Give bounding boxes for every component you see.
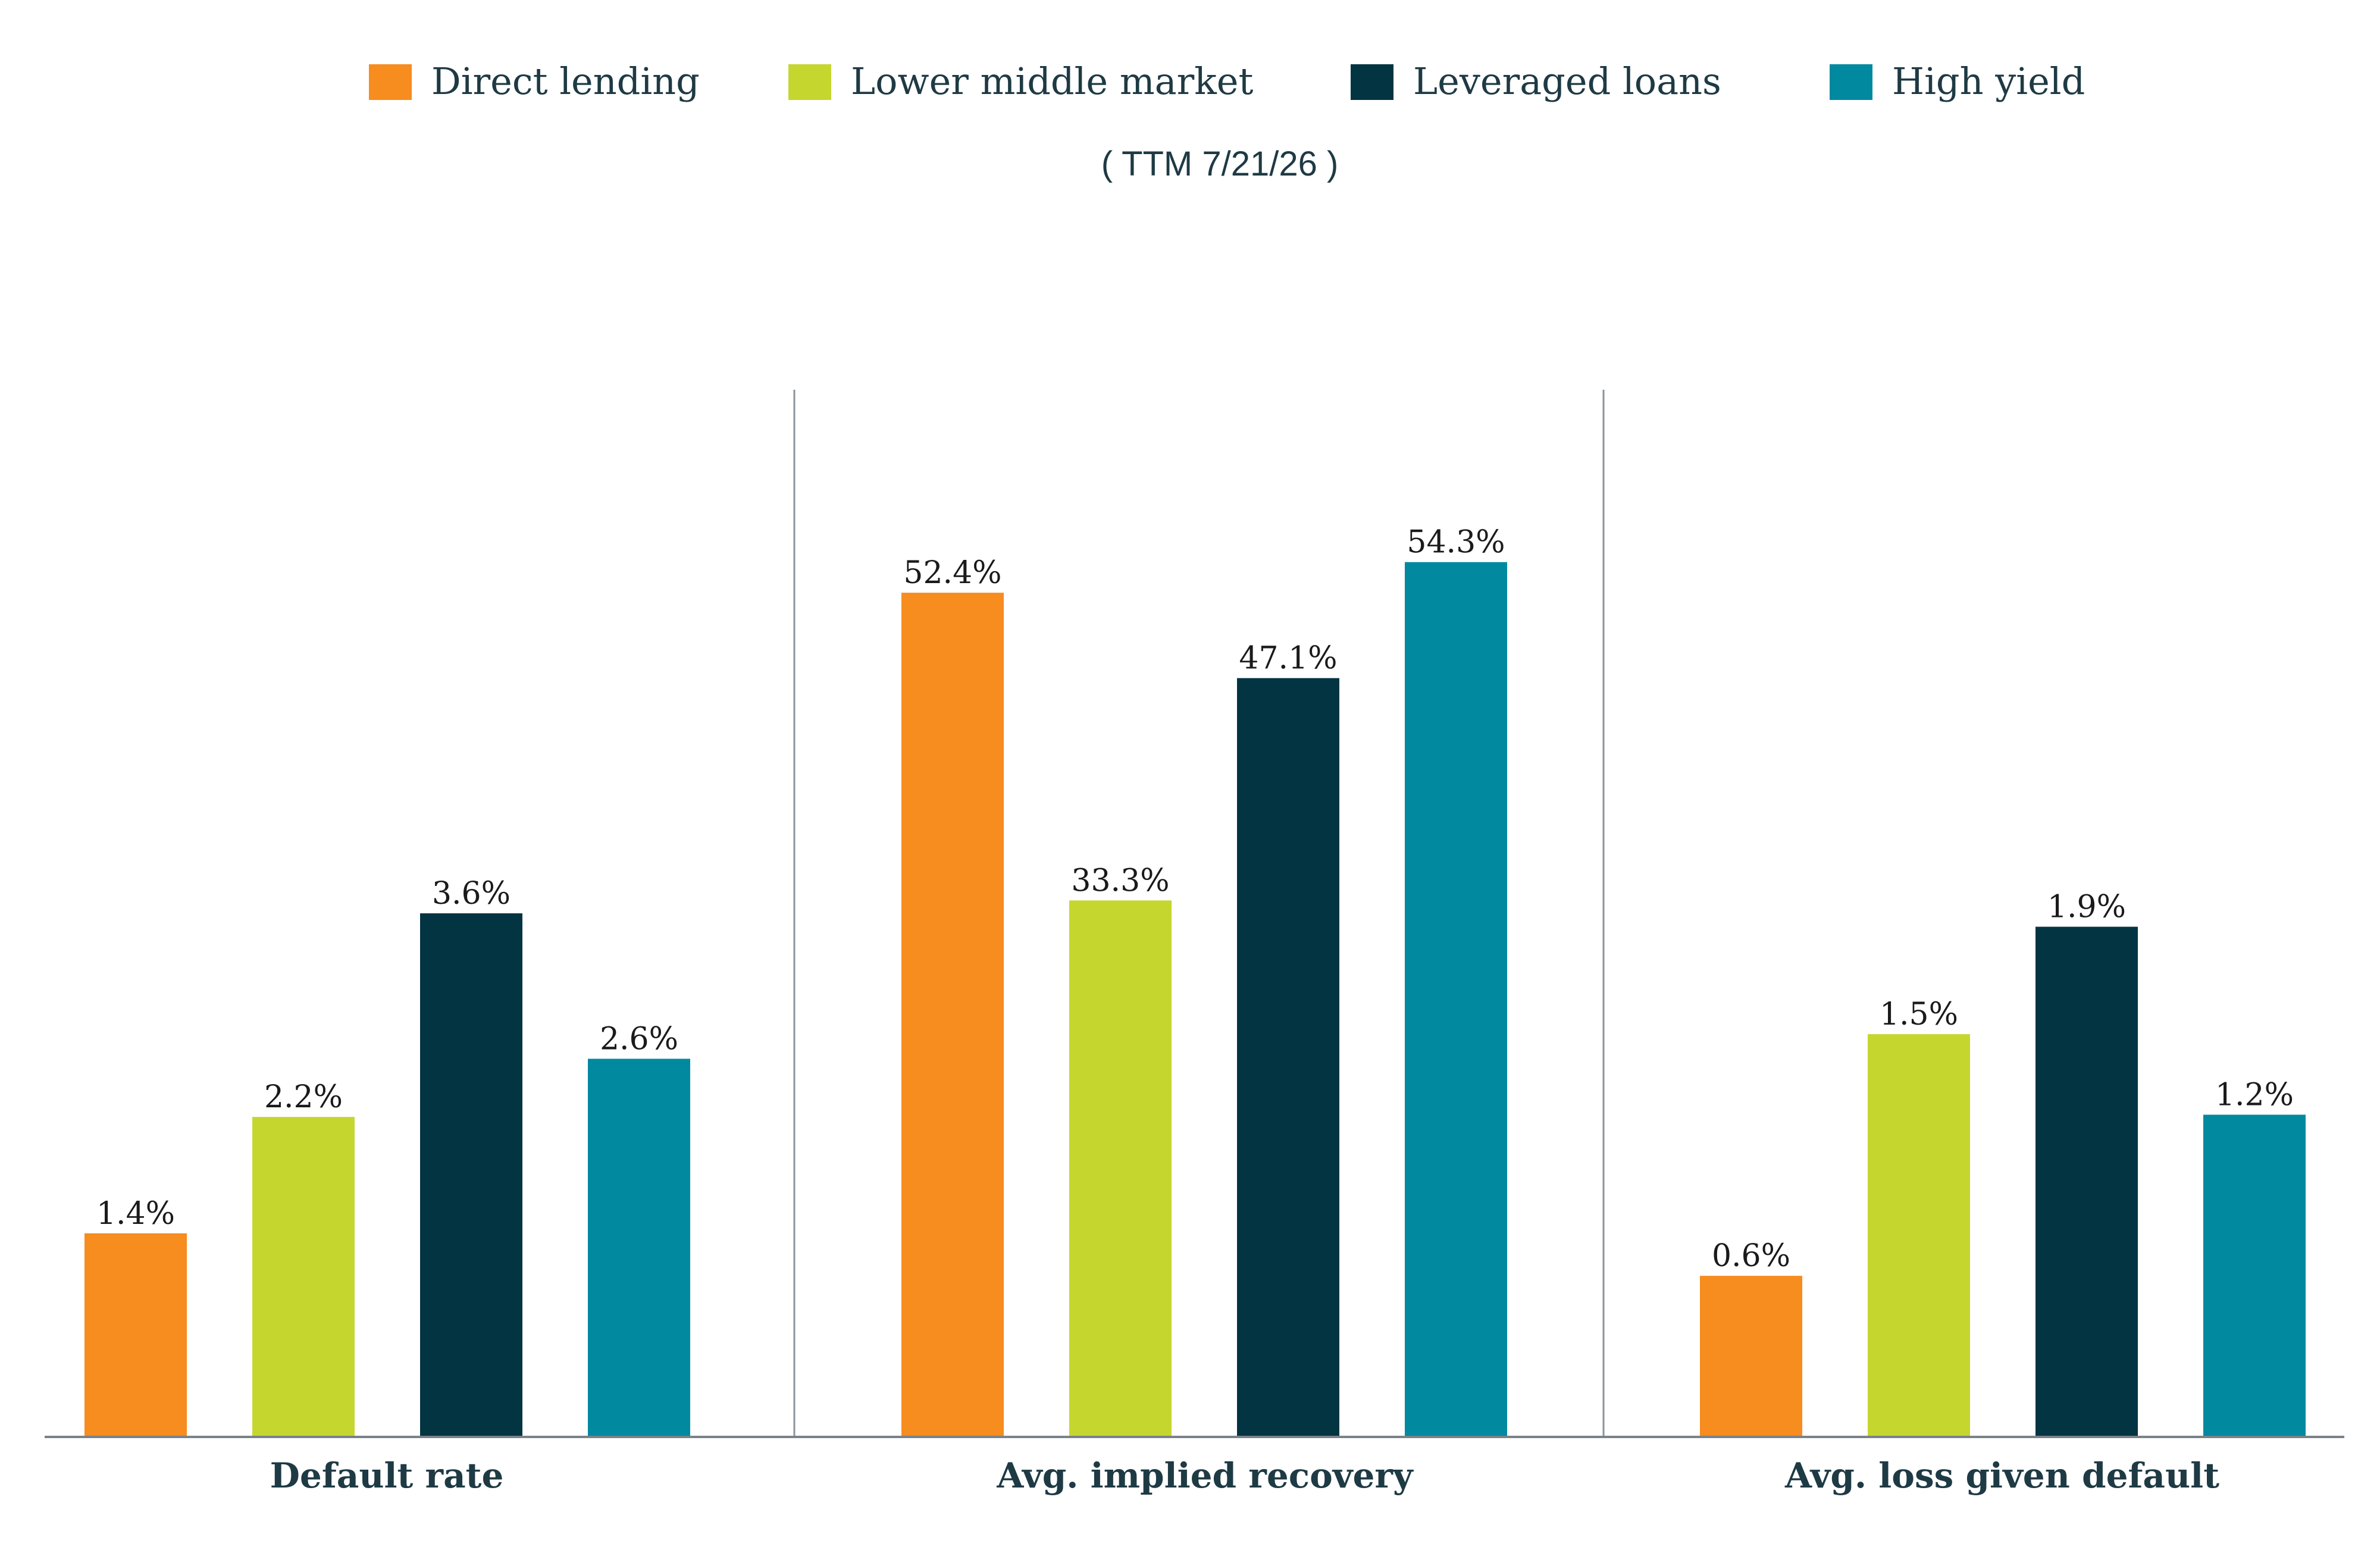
bar-default-rate-lower-middle-market [252, 1117, 355, 1437]
bar-default-rate-leveraged-loans [420, 913, 522, 1437]
bar-avg-loss-given-default-direct-lending [1700, 1276, 1802, 1437]
bar-avg-loss-given-default-leveraged-loans [2035, 926, 2138, 1437]
data-label-avg-implied-recovery-high-yield: 54.3% [1407, 525, 1505, 560]
data-label-avg-implied-recovery-lower-middle-market: 33.3% [1071, 863, 1169, 898]
legend-swatch-direct-lending [369, 64, 412, 100]
data-label-avg-implied-recovery-leveraged-loans: 47.1% [1239, 641, 1337, 677]
legend-label-high-yield: High yield [1892, 60, 2085, 103]
bar-avg-loss-given-default-high-yield [2203, 1114, 2306, 1437]
bar-default-rate-direct-lending [84, 1233, 187, 1437]
bar-avg-loss-given-default-lower-middle-market [1868, 1034, 1970, 1437]
legend-label-direct-lending: Direct lending [431, 60, 700, 103]
category-labels: Default rate Avg. implied recovery Avg. lo… [270, 1455, 2220, 1496]
legend-swatch-high-yield [1830, 64, 1872, 100]
legend-swatch-lower-middle-market [788, 64, 831, 100]
data-label-default-rate-leveraged-loans: 3.6% [432, 876, 511, 912]
bar-avg-implied-recovery-direct-lending [901, 593, 1004, 1438]
legend-label-lower-middle-market: Lower middle market [851, 60, 1253, 103]
bar-avg-implied-recovery-leveraged-loans [1237, 678, 1339, 1437]
data-label-avg-loss-given-default-direct-lending: 0.6% [1712, 1238, 1790, 1274]
chart-subtitle: ( TTM 7/21/26 ) [1101, 145, 1339, 183]
bar-avg-implied-recovery-lower-middle-market [1069, 900, 1172, 1437]
data-label-avg-loss-given-default-leveraged-loans: 1.9% [2047, 890, 2126, 925]
bar-default-rate-high-yield [588, 1059, 690, 1437]
bar-avg-implied-recovery-high-yield [1405, 562, 1507, 1437]
data-label-avg-loss-given-default-lower-middle-market: 1.5% [1880, 997, 1958, 1032]
data-label-default-rate-lower-middle-market: 2.2% [264, 1079, 343, 1115]
category-label-default-rate: Default rate [270, 1455, 504, 1496]
bars: 1.4% 2.2% 3.6% 2.6% 52.4% 33.3% 47.1% 54.3% 0.6%… [84, 525, 2306, 1438]
data-label-default-rate-direct-lending: 1.4% [96, 1196, 175, 1232]
data-label-default-rate-high-yield: 2.6% [600, 1021, 678, 1057]
data-label-avg-implied-recovery-direct-lending: 52.4% [903, 555, 1001, 591]
legend: Direct lending Lower middle market Leverag… [369, 60, 2085, 103]
data-label-avg-loss-given-default-high-yield: 1.2% [2215, 1077, 2294, 1113]
legend-label-leveraged-loans: Leveraged loans [1413, 60, 1721, 103]
category-label-avg-implied-recovery: Avg. implied recovery [996, 1455, 1414, 1496]
legend-swatch-leveraged-loans [1351, 64, 1393, 100]
category-label-avg-loss-given-default: Avg. loss given default [1784, 1455, 2219, 1496]
